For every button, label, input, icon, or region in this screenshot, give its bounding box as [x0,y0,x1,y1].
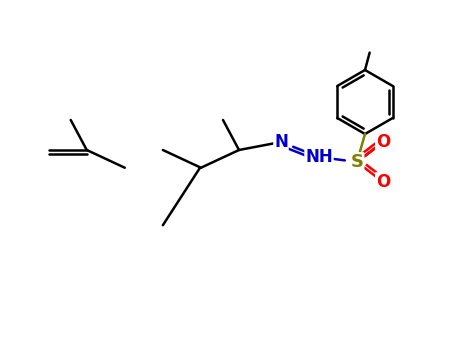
Text: NH: NH [305,148,333,166]
Text: N: N [274,133,288,151]
Text: O: O [376,173,390,191]
Text: O: O [376,133,390,151]
Text: S: S [350,153,364,171]
